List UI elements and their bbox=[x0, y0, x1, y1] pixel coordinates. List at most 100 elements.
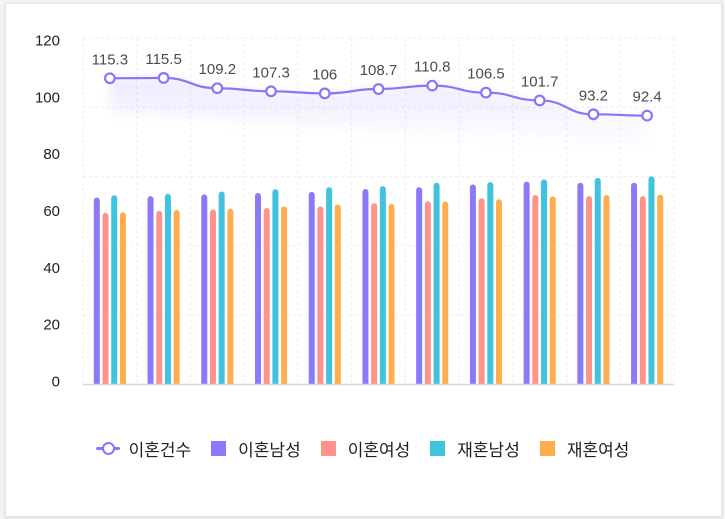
bar[interactable] bbox=[487, 182, 494, 385]
bar[interactable] bbox=[272, 189, 279, 385]
bar[interactable] bbox=[523, 181, 530, 385]
bar[interactable] bbox=[631, 182, 638, 385]
line-point[interactable] bbox=[157, 72, 170, 84]
bar-group bbox=[93, 195, 126, 385]
bar[interactable] bbox=[254, 192, 261, 385]
bar[interactable] bbox=[227, 208, 234, 385]
bar[interactable] bbox=[164, 193, 171, 385]
bar[interactable] bbox=[308, 191, 315, 385]
bar[interactable] bbox=[549, 196, 556, 385]
line-point[interactable] bbox=[587, 108, 600, 121]
bar[interactable] bbox=[388, 204, 395, 385]
y-tick-label: 20 bbox=[43, 317, 60, 334]
bar[interactable] bbox=[577, 182, 584, 385]
bar[interactable] bbox=[201, 194, 208, 385]
bar[interactable] bbox=[424, 201, 431, 385]
line-point[interactable] bbox=[211, 82, 224, 95]
data-label: 101.7 bbox=[521, 73, 559, 90]
legend-item[interactable]: 이혼남성 bbox=[211, 436, 301, 461]
bar-group bbox=[416, 182, 449, 385]
bar[interactable] bbox=[478, 198, 485, 385]
line-point[interactable] bbox=[641, 109, 654, 122]
line-point[interactable] bbox=[372, 83, 385, 95]
bar-group bbox=[469, 182, 503, 385]
line-point[interactable] bbox=[103, 72, 116, 85]
line-point[interactable] bbox=[426, 79, 439, 92]
bar-group bbox=[577, 177, 610, 385]
bar[interactable] bbox=[433, 182, 440, 385]
square-swatch-icon bbox=[539, 440, 555, 456]
bar[interactable] bbox=[317, 206, 324, 385]
y-tick-label: 0 bbox=[52, 374, 60, 391]
bar[interactable] bbox=[111, 195, 118, 385]
data-label: 109.2 bbox=[199, 61, 237, 78]
legend-label: 이혼건수 bbox=[128, 440, 192, 461]
bar[interactable] bbox=[334, 204, 341, 385]
bar[interactable] bbox=[263, 208, 270, 385]
bar[interactable] bbox=[173, 210, 180, 385]
data-label: 108.7 bbox=[360, 62, 398, 79]
data-label: 93.2 bbox=[579, 87, 608, 104]
data-label: 115.3 bbox=[92, 51, 128, 68]
bar[interactable] bbox=[639, 196, 646, 385]
bar-series bbox=[93, 176, 664, 385]
y-tick-label: 100 bbox=[35, 89, 60, 106]
bar[interactable] bbox=[218, 191, 225, 385]
line-point[interactable] bbox=[265, 85, 277, 98]
bar[interactable] bbox=[371, 203, 378, 385]
data-label: 115.5 bbox=[145, 51, 181, 68]
bar[interactable] bbox=[93, 197, 100, 385]
bar[interactable] bbox=[541, 179, 548, 385]
bar[interactable] bbox=[496, 199, 503, 385]
bar-group bbox=[362, 186, 395, 385]
bar[interactable] bbox=[102, 212, 109, 385]
bar[interactable] bbox=[603, 194, 610, 385]
bar[interactable] bbox=[594, 177, 601, 385]
bar[interactable] bbox=[326, 187, 333, 385]
bar[interactable] bbox=[362, 188, 369, 385]
legend-item[interactable]: 재혼남성 bbox=[430, 436, 520, 461]
y-tick-label: 40 bbox=[43, 260, 60, 277]
bar[interactable] bbox=[442, 201, 449, 385]
data-label: 92.4 bbox=[633, 89, 662, 106]
legend-item[interactable]: 재혼여성 bbox=[539, 436, 630, 461]
bar[interactable] bbox=[648, 176, 655, 385]
bar[interactable] bbox=[209, 209, 216, 385]
data-label: 110.8 bbox=[414, 59, 450, 76]
bar[interactable] bbox=[147, 196, 154, 385]
square-swatch-icon bbox=[430, 440, 446, 456]
line-series: 115.3 115.5 109.2 107.3 106 108.7 110.8 106.5 10… bbox=[92, 51, 662, 150]
data-label: 106 bbox=[312, 66, 337, 83]
bar[interactable] bbox=[416, 187, 423, 385]
legend-item[interactable]: 이혼여성 bbox=[320, 436, 411, 461]
bar[interactable] bbox=[532, 194, 539, 385]
data-label: 106.5 bbox=[467, 66, 505, 83]
bar[interactable] bbox=[156, 210, 163, 385]
y-tick-label: 60 bbox=[43, 203, 60, 220]
line-glow bbox=[109, 77, 648, 150]
bar[interactable] bbox=[281, 206, 288, 385]
square-swatch-icon bbox=[320, 440, 336, 456]
data-label: 107.3 bbox=[252, 64, 290, 81]
line-point[interactable] bbox=[318, 87, 331, 100]
bar[interactable] bbox=[379, 186, 386, 385]
bar[interactable] bbox=[119, 212, 126, 385]
bar[interactable] bbox=[657, 194, 664, 385]
line-marker-icon bbox=[95, 441, 120, 455]
legend-item[interactable]: 이혼건수 bbox=[95, 436, 192, 461]
square-swatch-icon bbox=[211, 440, 227, 456]
legend-label: 이혼여성 bbox=[347, 440, 411, 461]
bar-group bbox=[308, 187, 341, 385]
line-point[interactable] bbox=[480, 86, 492, 99]
bar[interactable] bbox=[586, 196, 593, 385]
bar[interactable] bbox=[469, 184, 476, 385]
legend-label: 재혼남성 bbox=[457, 440, 520, 461]
bar-group bbox=[147, 193, 180, 385]
line-point[interactable] bbox=[533, 94, 546, 107]
y-axis: 0 20 40 60 80 100 120 bbox=[35, 33, 60, 391]
y-tick-label: 120 bbox=[35, 33, 60, 50]
legend-label: 이혼남성 bbox=[238, 440, 301, 461]
y-tick-label: 80 bbox=[43, 146, 60, 163]
legend-label: 재혼여성 bbox=[566, 440, 630, 461]
